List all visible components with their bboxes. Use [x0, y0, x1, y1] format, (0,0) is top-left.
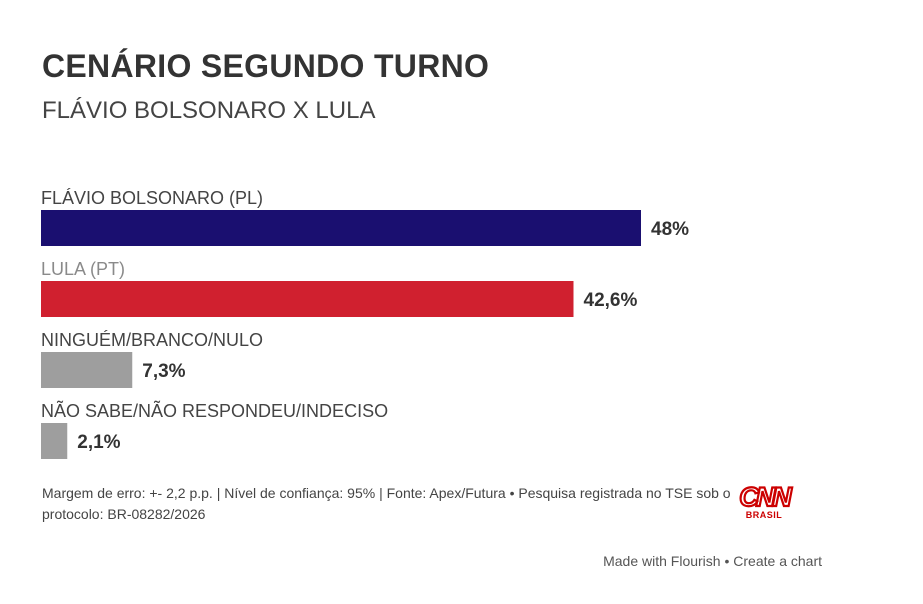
category-label: NÃO SABE/NÃO RESPONDEU/INDECISO — [41, 400, 388, 421]
category-label: LULA (PT) — [41, 259, 125, 279]
chart-subtitle: FLÁVIO BOLSONARO X LULA — [42, 97, 376, 124]
value-label: 42,6% — [584, 290, 638, 311]
bar — [41, 281, 574, 317]
create-chart-link[interactable]: Create a chart — [733, 553, 822, 569]
made-with-flourish-link[interactable]: Made with Flourish — [603, 553, 721, 569]
bar — [41, 352, 133, 388]
logo-mark: CNN — [739, 482, 792, 512]
chart-title: CENÁRIO SEGUNDO TURNO — [42, 48, 490, 84]
value-label: 2,1% — [77, 432, 120, 453]
bar-chart: FLÁVIO BOLSONARO (PL) 48% LULA (PT) 42,6% NI… — [41, 188, 689, 459]
cnn-brasil-logo: CNN BRASIL — [738, 481, 794, 520]
value-label: 48% — [651, 219, 689, 240]
credit-separator: • — [720, 553, 734, 569]
flourish-credit: Made with Flourish • Create a chart — [603, 553, 822, 569]
category-label: FLÁVIO BOLSONARO (PL) — [41, 188, 263, 208]
value-label: 7,3% — [142, 361, 185, 382]
logo-subtext: BRASIL — [746, 510, 783, 520]
category-label: NINGUÉM/BRANCO/NULO — [41, 330, 263, 350]
bar — [41, 423, 68, 459]
source-note: Margem de erro: +- 2,2 p.p. | Nível de c… — [42, 485, 731, 522]
bar — [41, 210, 641, 246]
